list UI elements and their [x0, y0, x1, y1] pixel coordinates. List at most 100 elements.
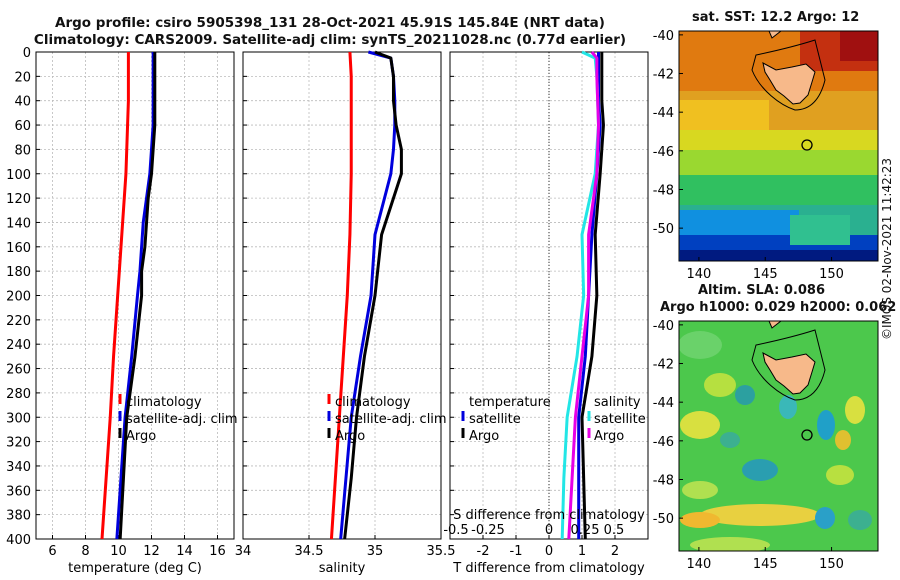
y-tick-label: 400 — [6, 533, 31, 548]
map-x-tick-label: 140 — [686, 267, 711, 282]
y-tick-label: 40 — [14, 95, 31, 110]
series-line-s-argo — [567, 51, 600, 540]
x-axis-label: T difference from climatology — [452, 561, 645, 576]
copyright-stamp: ©IMOS 02-Nov-2021 11:42:23 — [880, 157, 894, 340]
sst-hottest-region — [840, 31, 878, 61]
map-y-tick-label: -42 — [653, 68, 674, 83]
sla-blob — [742, 459, 778, 481]
x-tick-label: 1 — [578, 544, 586, 559]
s-diff-tick-label: -0.25 — [471, 523, 505, 538]
map-x-tick-label: 150 — [819, 267, 844, 282]
sla-blob — [735, 385, 755, 405]
y-tick-label: 60 — [14, 119, 31, 134]
legend-label: Argo — [594, 429, 624, 444]
y-tick-label: 120 — [6, 192, 31, 207]
map-y-tick-label: -44 — [653, 106, 674, 121]
sla-map — [679, 321, 878, 551]
y-tick-label: 180 — [6, 265, 31, 280]
sst-argo-location-marker — [801, 139, 813, 151]
s-diff-tick-label: 0 — [545, 523, 553, 538]
map-x-tick-label: 145 — [753, 557, 778, 572]
sst-yellow-band — [679, 100, 769, 130]
sst-green-band — [679, 175, 878, 210]
legend-label: salinity — [594, 395, 641, 410]
y-tick-label: 300 — [6, 411, 31, 426]
s-diff-tick-label: -0.5 — [443, 523, 468, 538]
series-line-argo — [118, 52, 157, 540]
x-tick-label: 14 — [176, 544, 193, 559]
sla-blob — [720, 432, 740, 448]
profile-panel-2: 34 34.5 35 35.5 salinity climatology satellite… — [235, 50, 456, 576]
figure-title-line2: Climatology: CARS2009. Satellite-adj cli… — [33, 32, 627, 48]
map-y-tick-label: -44 — [653, 396, 674, 411]
sla-blob — [835, 430, 851, 450]
sla-blob — [690, 537, 770, 551]
sla-blob — [680, 512, 720, 528]
y-tick-label: 160 — [6, 241, 31, 256]
sla-blob — [682, 481, 718, 499]
sla-shelf-contour — [751, 329, 826, 401]
map-y-tick-label: -46 — [653, 435, 674, 450]
map-x-tick-label: 150 — [819, 557, 844, 572]
series-line-t-argo — [580, 52, 605, 540]
series-line-climatology — [329, 51, 353, 540]
sla-blob — [680, 411, 720, 439]
series-line-satellite-adj-clim — [115, 52, 155, 540]
sla-blob — [679, 331, 722, 359]
legend-label: satellite — [469, 412, 521, 427]
legend-label: Argo — [469, 429, 499, 444]
legend-label: climatology — [335, 395, 411, 410]
map-y-tick-label: -42 — [653, 358, 674, 373]
y-tick-label: 140 — [6, 216, 31, 231]
sla-tasmania-land — [762, 352, 816, 395]
sst-tasmania-land — [762, 62, 816, 105]
map-y-tick-label: -48 — [653, 183, 674, 198]
y-tick-label: 80 — [14, 143, 31, 158]
legend-label: satellite-adj. clim — [126, 412, 238, 427]
s-diff-tick-label: 0.25 — [571, 523, 600, 538]
x-tick-label: 6 — [48, 544, 56, 559]
sst-map-frame — [678, 30, 879, 262]
x-tick-label: 35.5 — [427, 544, 456, 559]
map-x-tick-label: 140 — [686, 557, 711, 572]
map-y-tick-label: -40 — [653, 29, 674, 44]
x-tick-label: 0 — [545, 544, 553, 559]
x-tick-label: 34.5 — [295, 544, 324, 559]
sla-blob — [826, 465, 854, 485]
sst-map-title: sat. SST: 12.2 Argo: 12 — [692, 10, 860, 25]
s-diff-axis-label: S difference from climatology — [453, 508, 645, 523]
sla-blob — [848, 510, 872, 530]
legend-label: Argo — [126, 429, 156, 444]
x-axis-label: salinity — [319, 561, 366, 576]
x-tick-label: 10 — [110, 544, 127, 559]
x-tick-label: -2 — [477, 544, 490, 559]
y-tick-label: 260 — [6, 363, 31, 378]
legend-label: Argo — [335, 429, 365, 444]
sst-mainland-coast — [768, 31, 782, 39]
y-tick-label: 20 — [14, 70, 31, 85]
sla-blob — [845, 396, 865, 424]
sla-mainland-coast — [768, 321, 782, 329]
x-tick-label: 16 — [209, 544, 226, 559]
map-x-tick-label: 145 — [753, 267, 778, 282]
y-tick-label: 380 — [6, 509, 31, 524]
sla-blob — [700, 504, 820, 526]
profile-panel-3: -2 -1 0 1 2 T difference from climatology temp… — [443, 50, 649, 576]
figure-title-line1: Argo profile: csiro 5905398_131 28-Oct-2… — [55, 15, 605, 31]
x-axis-label: temperature (deg C) — [68, 561, 202, 576]
map-y-tick-label: -46 — [653, 145, 674, 160]
map-y-tick-label: -50 — [653, 222, 674, 237]
sst-darkest-band — [680, 250, 878, 261]
sst-shelf-contour — [751, 39, 826, 111]
sla-map-title-line2: Argo h1000: 0.029 h2000: 0.062 — [660, 300, 897, 315]
x-tick-label: 8 — [81, 544, 89, 559]
sla-map-frame — [678, 320, 879, 552]
x-tick-label: 2 — [611, 544, 619, 559]
s-diff-tick-label: 0.5 — [604, 523, 625, 538]
sla-map-title-line1: Altim. SLA: 0.086 — [698, 283, 825, 298]
x-tick-label: -1 — [510, 544, 523, 559]
profile-panel-1: 6 8 10 12 14 16020406080100120140160180200220… — [6, 46, 237, 576]
y-tick-label: 320 — [6, 436, 31, 451]
y-tick-label: 360 — [6, 484, 31, 499]
